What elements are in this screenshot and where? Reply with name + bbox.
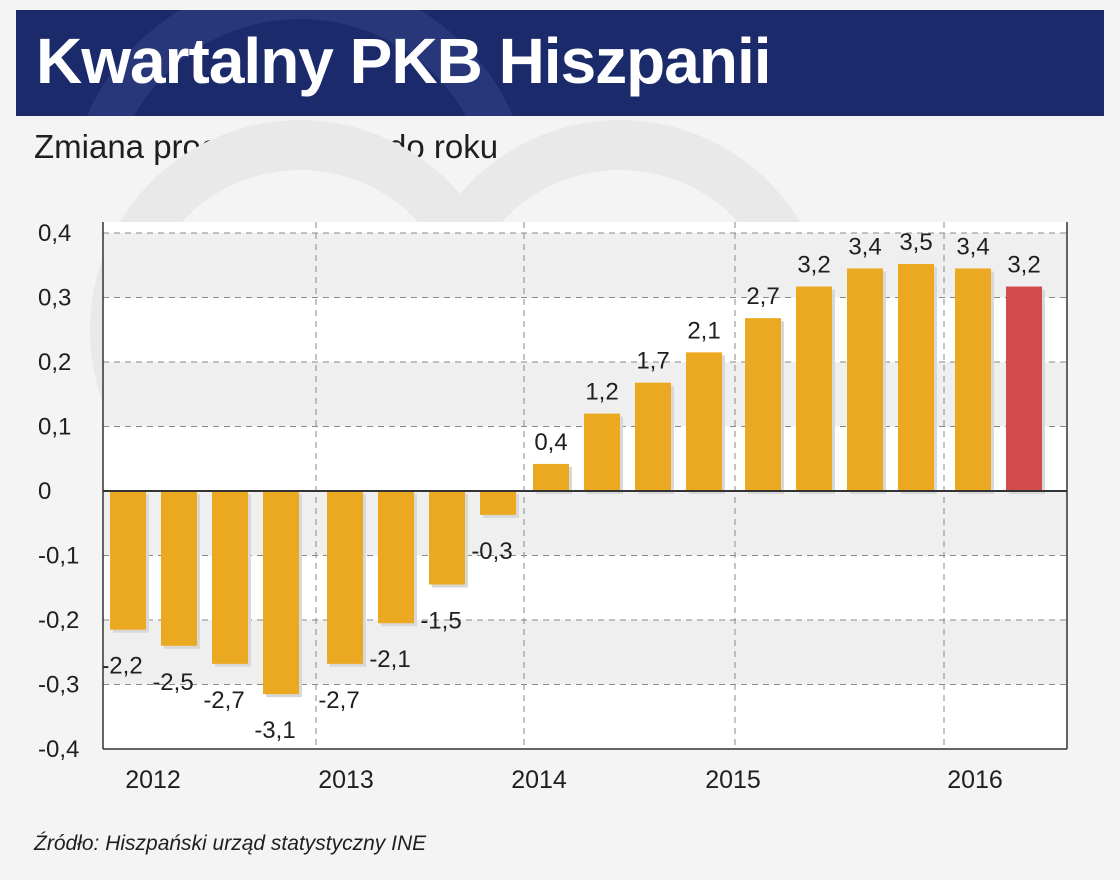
data-label: -0,3 (471, 538, 512, 565)
x-tick-label: 2014 (511, 766, 567, 794)
data-label: 1,2 (585, 379, 618, 406)
data-label: 3,5 (899, 229, 932, 256)
bar (847, 268, 883, 491)
data-label: -2,5 (152, 669, 193, 696)
chart-title: Kwartalny PKB Hiszpanii (36, 25, 771, 97)
title-bar: Kwartalny PKB Hiszpanii (16, 10, 1104, 116)
bar (480, 491, 516, 515)
data-label: 3,4 (956, 233, 989, 260)
bar (584, 413, 620, 491)
y-tick-label: 0,4 (38, 220, 71, 247)
source-note: Źródło: Hiszpański urząd statystyczny IN… (34, 832, 427, 855)
bar (327, 491, 363, 664)
x-axis-year-labels: 2012 2013 2014 2015 2016 (125, 766, 1003, 794)
bar (796, 286, 832, 491)
bar (1006, 286, 1042, 491)
data-label: 2,7 (746, 283, 779, 310)
value-labels: -2,2 -2,5 -2,7 -3,1 -2,7 -2,1 -1,5 -0,3 0,4 1,2 1,… (101, 229, 1040, 744)
data-label: -2,2 (101, 653, 142, 680)
y-tick-label: -0,3 (38, 672, 79, 699)
bar (161, 491, 197, 646)
data-label: 3,2 (797, 252, 830, 279)
data-label: -2,1 (369, 646, 410, 673)
bars (110, 263, 1045, 698)
x-tick-label: 2012 (125, 766, 181, 794)
data-label: 0,4 (534, 429, 567, 456)
bar (110, 491, 146, 630)
bar (263, 491, 299, 695)
bar (429, 491, 465, 585)
axes (102, 222, 1068, 750)
y-axis-tick-labels: 0,4 0,3 0,2 0,1 0 -0,1 -0,2 -0,3 -0,4 (38, 220, 79, 763)
x-tick-label: 2015 (705, 766, 761, 794)
y-tick-label: -0,2 (38, 607, 79, 634)
bar (686, 352, 722, 491)
y-tick-label: 0 (38, 478, 51, 505)
y-tick-label: 0,3 (38, 285, 71, 312)
data-label: -3,1 (254, 717, 295, 744)
data-label: 3,4 (848, 233, 881, 260)
bar (212, 491, 248, 664)
data-label: 2,1 (687, 317, 720, 344)
data-label: -1,5 (420, 608, 461, 635)
bar (533, 463, 569, 491)
y-tick-label: -0,1 (38, 543, 79, 570)
bar (745, 318, 781, 491)
data-label: -2,7 (318, 687, 359, 714)
x-tick-label: 2016 (947, 766, 1003, 794)
data-label: -2,7 (203, 687, 244, 714)
bar (898, 263, 934, 491)
x-tick-label: 2013 (318, 766, 374, 794)
data-label: 3,2 (1007, 252, 1040, 279)
data-label: 1,7 (636, 348, 669, 375)
bar (955, 268, 991, 491)
bar (378, 491, 414, 624)
y-tick-label: 0,1 (38, 414, 71, 441)
y-tick-label: -0,4 (38, 736, 79, 763)
bar (635, 382, 671, 491)
y-tick-label: 0,2 (38, 349, 71, 376)
